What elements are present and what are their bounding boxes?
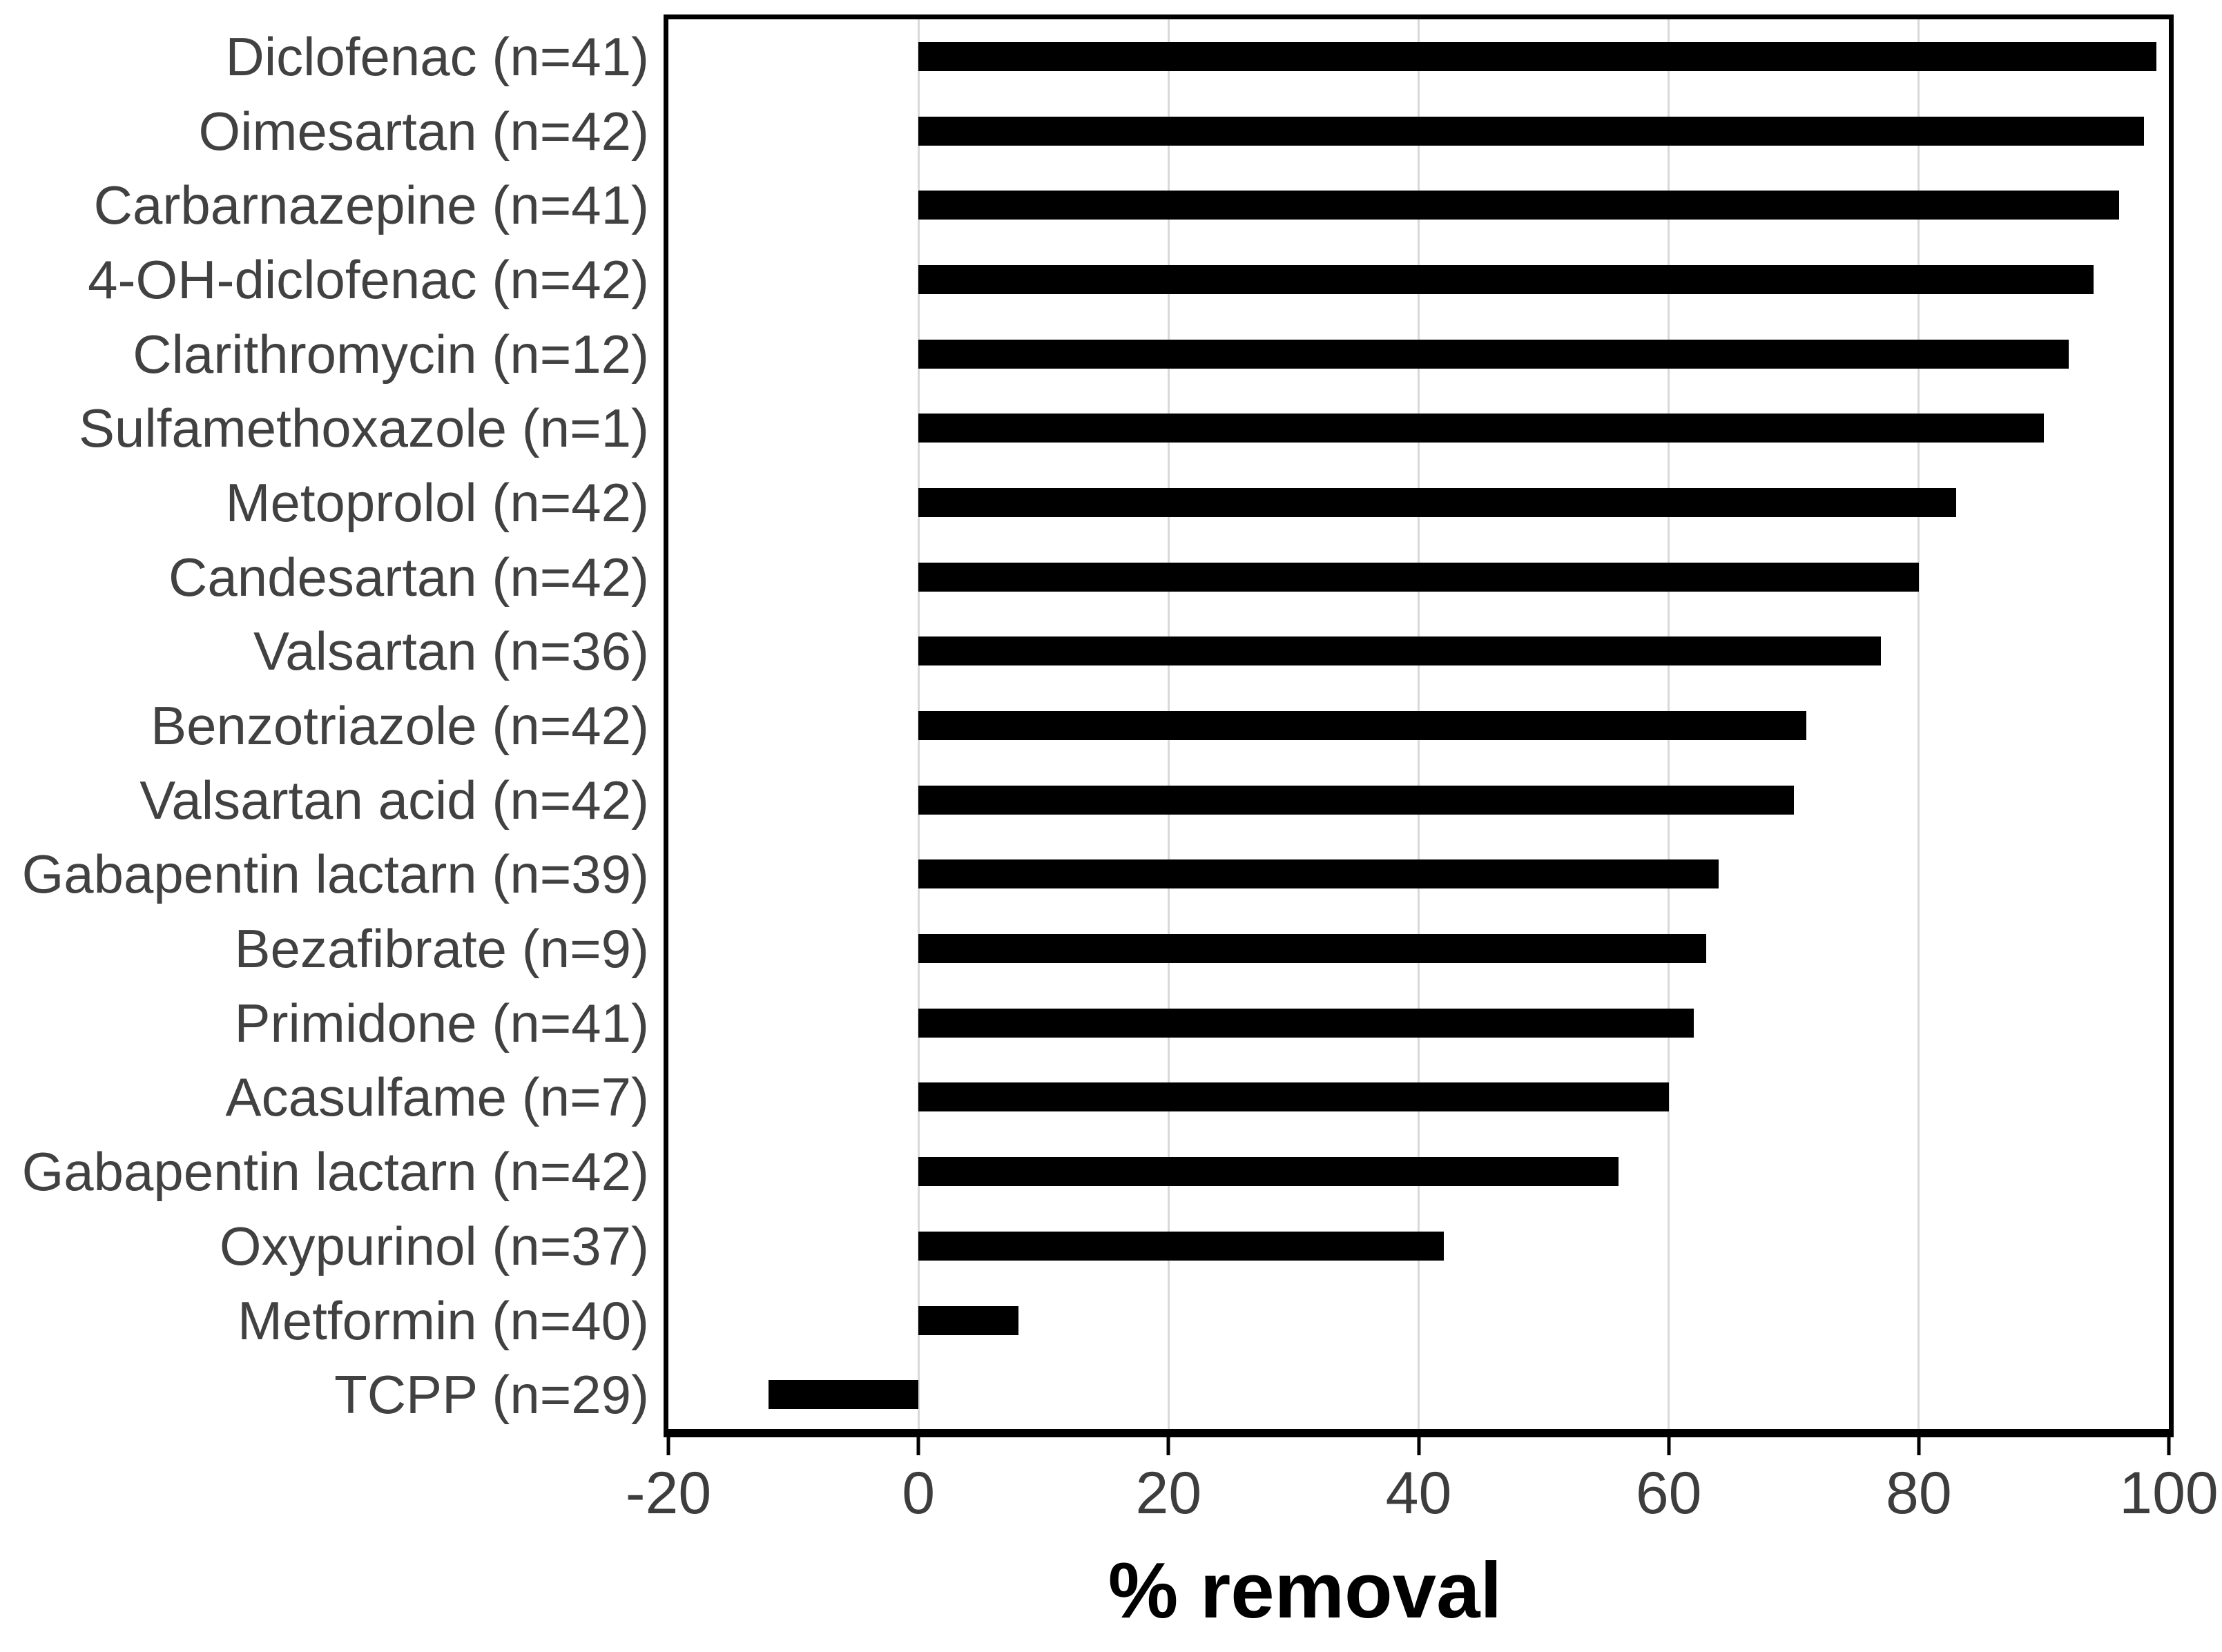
bar-row: [668, 986, 2169, 1060]
bar-row: [668, 837, 2169, 912]
bar: [768, 1380, 919, 1410]
bar-row: [668, 763, 2169, 837]
category-label: Primidone (n=41): [234, 992, 649, 1053]
category-label: Metformin (n=40): [237, 1290, 649, 1351]
bar: [918, 264, 2094, 294]
bar: [918, 41, 2156, 71]
bar: [918, 191, 2119, 220]
bar: [918, 859, 1719, 889]
category-label: Valsartan acid (n=42): [139, 769, 649, 830]
bar-row: [668, 1357, 2169, 1432]
category-label: Diclofenac (n=41): [225, 26, 650, 87]
x-tick-label: 0: [902, 1460, 936, 1526]
plot-area: [668, 19, 2169, 1432]
bar-row: [668, 1060, 2169, 1135]
bar-row: [668, 19, 2169, 94]
category-label: 4-OH-diclofenac (n=42): [88, 249, 649, 310]
category-label: Sulfamethoxazole (n=1): [79, 398, 649, 459]
bar-series: [668, 19, 2169, 1432]
category-label: Acasulfame (n=7): [225, 1067, 649, 1128]
bar: [918, 1082, 1669, 1112]
category-label: Benzotriazole (n=42): [151, 695, 649, 757]
x-tick-label: 20: [1135, 1460, 1202, 1526]
bar-row: [668, 242, 2169, 317]
bar-row: [668, 1283, 2169, 1358]
bar: [918, 1008, 1694, 1038]
bar: [918, 636, 1882, 666]
category-label: TCPP (n=29): [334, 1364, 649, 1426]
category-label: Candesartan (n=42): [168, 546, 649, 608]
bar: [918, 414, 2044, 443]
x-tick-label: 40: [1385, 1460, 1452, 1526]
x-tick-label: 60: [1635, 1460, 1702, 1526]
bar: [918, 1231, 1444, 1261]
category-label: Valsartan (n=36): [253, 621, 649, 682]
category-label: Carbarnazepine (n=41): [93, 175, 649, 236]
bar: [918, 934, 1706, 964]
bar: [918, 1305, 1019, 1335]
bar-row: [668, 540, 2169, 614]
x-tick-mark: [1667, 1436, 1671, 1455]
x-tick-mark: [916, 1436, 920, 1455]
x-tick-mark: [1417, 1436, 1420, 1455]
bar: [918, 1157, 1619, 1187]
x-tick-mark: [1166, 1436, 1170, 1455]
x-axis: -20 0 20 40 60 80 100: [626, 1436, 2219, 1643]
x-axis-title: % removal: [1108, 1547, 1503, 1635]
bar: [918, 487, 1957, 517]
bar-row: [668, 94, 2169, 168]
category-label: Oxypurinol (n=37): [219, 1215, 649, 1276]
category-axis: Diclofenac (n=41) Oimesartan (n=42) Carbar…: [0, 19, 649, 1432]
x-tick-label: 80: [1885, 1460, 1952, 1526]
category-label: Gabapentin lactarn (n=42): [21, 1141, 649, 1203]
x-tick-mark: [666, 1436, 670, 1455]
x-tick-label: -20: [625, 1460, 712, 1526]
category-label: Bezafibrate (n=9): [234, 918, 649, 980]
bar-row: [668, 168, 2169, 242]
bar-row: [668, 391, 2169, 465]
bar-row: [668, 1209, 2169, 1283]
bar: [918, 116, 2144, 146]
x-tick-mark: [1917, 1436, 1921, 1455]
category-label: Oimesartan (n=42): [198, 100, 649, 162]
bar: [918, 339, 2069, 369]
category-label: Metoprolol (n=42): [225, 472, 650, 533]
category-label: Gabapentin lactarn (n=39): [21, 844, 649, 905]
bar-row: [668, 317, 2169, 391]
bar-row: [668, 465, 2169, 540]
bar-row: [668, 1134, 2169, 1209]
bar: [918, 785, 1794, 815]
bar-row: [668, 911, 2169, 986]
bar-row: [668, 614, 2169, 689]
category-label: Clarithromycin (n=12): [133, 323, 649, 385]
x-tick-mark: [2167, 1436, 2171, 1455]
bar-row: [668, 688, 2169, 763]
x-tick-label: 100: [2119, 1460, 2219, 1526]
bar: [918, 562, 1919, 592]
bar: [918, 711, 1806, 741]
gridline: [1917, 19, 1920, 1432]
